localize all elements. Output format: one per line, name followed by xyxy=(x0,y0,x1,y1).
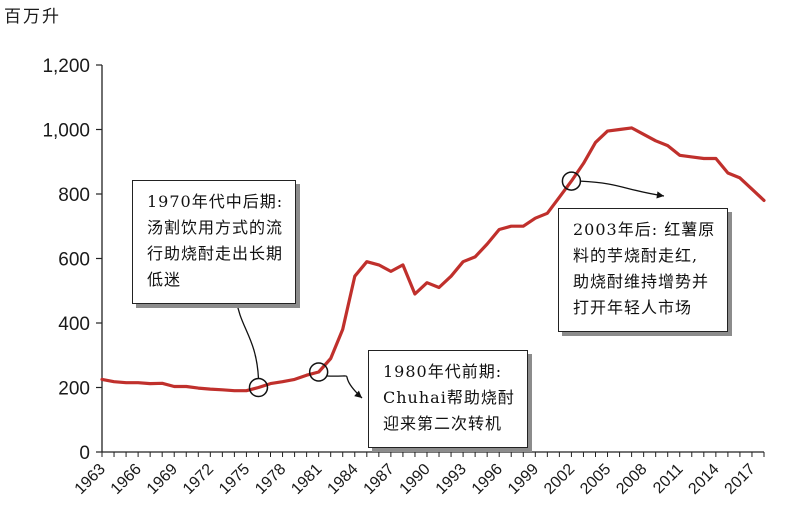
annotation-line: Chuhai帮助烧酎 xyxy=(383,388,515,407)
x-tick-label: 1999 xyxy=(505,461,542,498)
annotation-line: 2003年后: 红薯原 xyxy=(573,220,716,239)
annotation-line: 料的芋烧酎走红, xyxy=(573,246,699,265)
annotation-connector xyxy=(326,375,363,399)
y-tick-label: 0 xyxy=(79,443,90,464)
x-tick-label: 2005 xyxy=(577,461,614,498)
series-layer xyxy=(100,126,766,393)
x-tick-label: 1978 xyxy=(252,461,289,498)
x-tick-label: 1993 xyxy=(433,461,470,498)
x-tick-label: 2017 xyxy=(722,461,759,498)
annotation-line: 迎来第二次转机 xyxy=(383,414,503,433)
x-tick-label: 2014 xyxy=(685,461,722,498)
x-tick-label: 1987 xyxy=(361,461,398,498)
annotation-line: 打开年轻人市场 xyxy=(573,298,693,317)
annotation-line: 1980年代前期: xyxy=(383,362,503,381)
annotation-after-2003: 2003年后: 红薯原 料的芋烧酎走红, 助烧酎维持增势并 打开年轻人市场 xyxy=(558,208,729,332)
y-tick-label: 600 xyxy=(58,250,90,271)
y-tick-label: 400 xyxy=(58,314,90,335)
annotation-arrowhead xyxy=(354,390,362,398)
x-tick-label: 2002 xyxy=(541,461,578,498)
y-tick-label: 200 xyxy=(58,379,90,400)
x-tick-label: 1981 xyxy=(288,461,325,498)
y-tick-label: 800 xyxy=(58,185,90,206)
x-tick-label: 2011 xyxy=(650,461,686,497)
annotation-line: 行助烧酎走出长期 xyxy=(147,244,284,263)
annotation-connector xyxy=(235,297,260,379)
y-tick-label: 1,000 xyxy=(42,121,90,142)
annotation-mid-late-1970s: 1970年代中后期: 汤割饮用方式的流 行助烧酎走出长期 低迷 xyxy=(132,180,297,304)
annotation-line: 1970年代中后期: xyxy=(147,192,284,211)
annotation-line: 低迷 xyxy=(147,270,182,289)
annotation-line: 助烧酎维持增势并 xyxy=(573,272,710,291)
annotation-marker xyxy=(308,362,329,382)
annotation-connector xyxy=(580,180,665,197)
y-axis-unit-label: 百万升 xyxy=(4,7,61,27)
y-tick-label: 1,200 xyxy=(42,56,90,77)
x-tick-label: 1975 xyxy=(216,461,253,498)
annotation-arrowhead xyxy=(656,191,664,199)
x-tick-label: 1972 xyxy=(180,461,217,498)
annotation-early-1980s: 1980年代前期: Chuhai帮助烧酎 迎来第二次转机 xyxy=(368,350,528,448)
x-tick-label: 2008 xyxy=(613,461,650,498)
series-line xyxy=(100,126,766,393)
x-tick-label: 1966 xyxy=(108,461,145,498)
x-tick-label: 1963 xyxy=(72,461,109,498)
annotation-line: 汤割饮用方式的流 xyxy=(147,218,284,237)
x-tick-label: 1984 xyxy=(324,461,361,498)
x-tick-label: 1990 xyxy=(397,461,434,498)
x-tick-label: 1996 xyxy=(469,461,506,498)
x-tick-label: 1969 xyxy=(144,461,181,498)
